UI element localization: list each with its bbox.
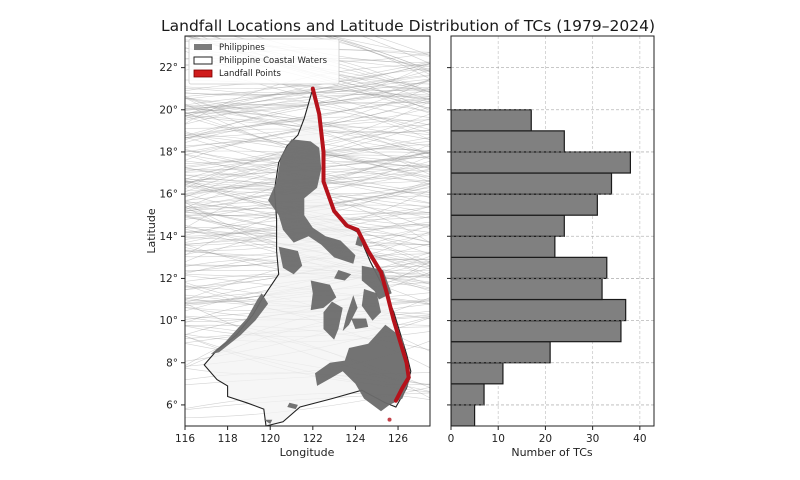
- histogram-bar: [451, 193, 598, 216]
- histogram-bar: [451, 214, 565, 237]
- map-x-axis-label: Longitude: [280, 446, 335, 459]
- histogram-bar: [451, 235, 556, 258]
- histogram-bar: [451, 172, 613, 195]
- histogram-bar: [451, 404, 476, 426]
- svg-text:116: 116: [175, 433, 195, 445]
- histogram-bars: [451, 109, 631, 426]
- histogram-bar: [451, 130, 565, 153]
- svg-text:124: 124: [345, 433, 365, 445]
- svg-text:22°: 22°: [159, 62, 178, 74]
- histogram-bar: [451, 109, 532, 132]
- histogram-bar: [451, 341, 551, 364]
- histogram-x-ticks: 0 10 20 30 40: [448, 426, 647, 445]
- histogram-y-ticks: [447, 67, 451, 406]
- svg-text:6°: 6°: [166, 399, 178, 411]
- svg-text:16°: 16°: [159, 189, 178, 201]
- histogram-bar: [451, 151, 631, 174]
- legend-label-coastal-waters: Philippine Coastal Waters: [219, 56, 328, 66]
- landfall-points-path: [310, 86, 411, 403]
- histogram-bar: [451, 383, 485, 406]
- svg-text:118: 118: [218, 433, 238, 445]
- legend-label-philippines: Philippines: [219, 43, 265, 53]
- svg-text:126: 126: [388, 433, 408, 445]
- legend-swatch-coastal-waters: [193, 56, 213, 65]
- map-legend: Philippines Philippine Coastal Waters La…: [188, 38, 340, 85]
- svg-text:12°: 12°: [159, 273, 178, 285]
- legend-swatch-landfall: [193, 69, 213, 78]
- histogram-bar: [451, 362, 504, 385]
- svg-text:122: 122: [303, 433, 323, 445]
- svg-text:8°: 8°: [166, 357, 178, 369]
- map-panel: 116 118 120 122 124 126 6° 8° 10° 12° 14° 16° 18° 20…: [145, 35, 431, 459]
- histogram-panel: 0 10 20 30 40 Number of TCs: [447, 35, 655, 459]
- svg-text:18°: 18°: [159, 146, 178, 158]
- legend-swatch-philippines: [194, 44, 212, 50]
- histogram-axes-frame: [450, 35, 655, 427]
- landfall-points: [387, 417, 392, 422]
- svg-text:30: 30: [586, 433, 599, 445]
- svg-text:40: 40: [633, 433, 646, 445]
- map-axes-frame: [184, 35, 431, 427]
- chart-title: Landfall Locations and Latitude Distribu…: [160, 17, 655, 35]
- histogram-x-axis-label: Number of TCs: [511, 446, 593, 459]
- map-y-axis-label: Latitude: [145, 208, 158, 254]
- svg-text:20: 20: [539, 433, 552, 445]
- histogram-grid-overlay: [451, 67, 654, 406]
- svg-text:14°: 14°: [159, 231, 178, 243]
- histogram-bar: [451, 256, 608, 280]
- map-y-ticks: 6° 8° 10° 12° 14° 16° 18° 20° 22°: [159, 62, 185, 411]
- histogram-bar: [451, 277, 603, 301]
- svg-text:10°: 10°: [159, 315, 178, 327]
- svg-text:0: 0: [448, 433, 455, 445]
- svg-text:10: 10: [492, 433, 505, 445]
- philippines-landmass: [210, 139, 411, 424]
- histogram-bar: [451, 298, 627, 322]
- histogram-bar: [451, 319, 622, 343]
- svg-text:120: 120: [260, 433, 280, 445]
- legend-label-landfall: Landfall Points: [219, 69, 281, 79]
- map-x-ticks: 116 118 120 122 124 126: [175, 426, 408, 445]
- svg-text:20°: 20°: [159, 104, 178, 116]
